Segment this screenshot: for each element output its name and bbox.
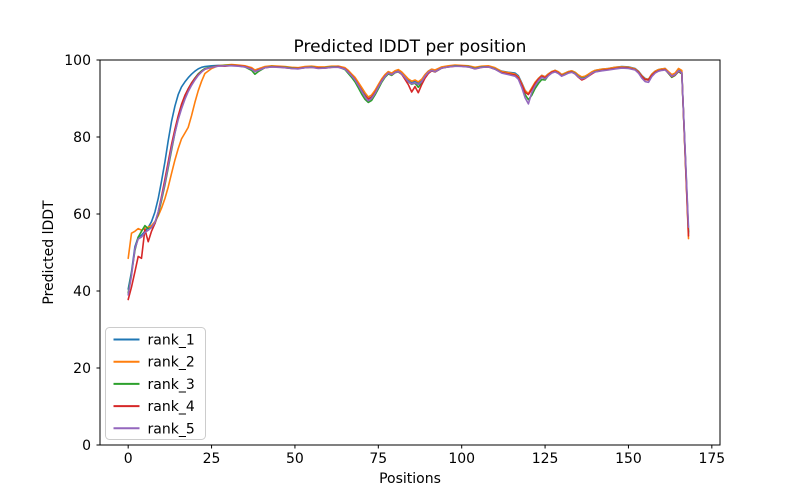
y-tick-label: 60: [73, 207, 91, 223]
x-axis-label: Positions: [379, 471, 441, 487]
series-line-rank_2: [127, 63, 690, 260]
legend-label-rank_3: rank_3: [148, 377, 195, 393]
x-tick-label: 125: [532, 451, 559, 467]
x-axis-ticks: 0 25 50 75 100 125 150 175: [124, 445, 725, 467]
y-tick-label: 40: [73, 284, 91, 300]
x-tick-label: 100: [448, 451, 475, 467]
x-tick-label: 75: [369, 451, 387, 467]
y-axis-ticks: 0 20 40 60 80 100: [64, 53, 100, 454]
legend-label-rank_4: rank_4: [148, 399, 195, 415]
legend-label-rank_5: rank_5: [148, 421, 195, 437]
plot-border: [99, 59, 721, 446]
y-axis-label: Predicted lDDT: [41, 200, 57, 305]
legend-box: [105, 327, 206, 440]
x-tick-label: 25: [203, 451, 221, 467]
legend-label-rank_2: rank_2: [148, 355, 195, 371]
y-tick-label: 100: [64, 53, 91, 69]
y-tick-label: 0: [82, 438, 91, 454]
x-tick-label: 175: [698, 451, 725, 467]
legend-label-rank_1: rank_1: [148, 333, 195, 349]
chart-title: Predicted lDDT per position: [294, 37, 527, 57]
series-line-rank_1: [127, 64, 690, 290]
series-line-rank_3: [127, 64, 690, 294]
x-tick-label: 0: [124, 451, 133, 467]
x-tick-label: 50: [286, 451, 304, 467]
x-tick-label: 150: [615, 451, 642, 467]
legend: rank_1 rank_2 rank_3 rank_4 rank_5: [105, 327, 206, 440]
y-tick-label: 20: [73, 361, 91, 377]
y-tick-label: 80: [73, 130, 91, 146]
series-line-rank_4: [127, 64, 690, 301]
series-lines: [127, 63, 690, 301]
series-line-rank_5: [127, 65, 690, 296]
